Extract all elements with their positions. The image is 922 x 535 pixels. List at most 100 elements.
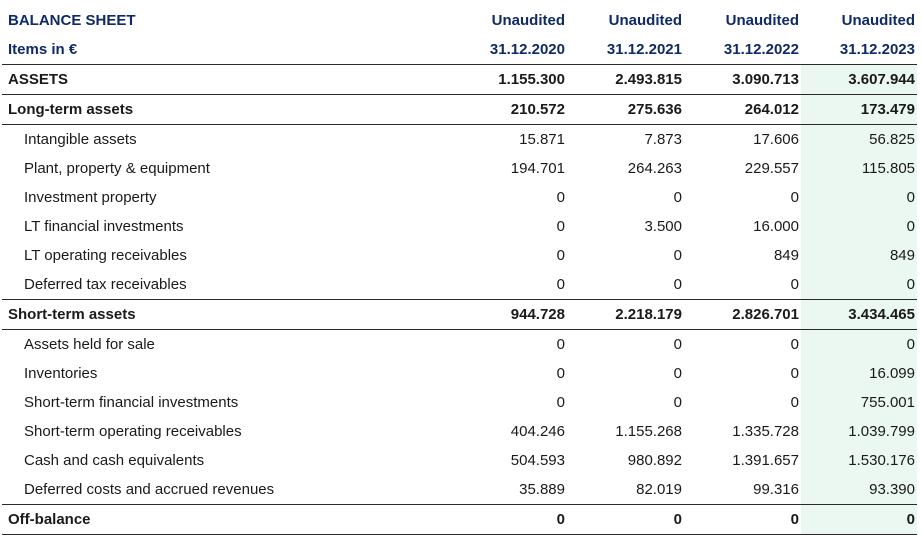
cell-value: 504.593 xyxy=(510,452,565,469)
units-label: Items in € xyxy=(8,41,78,58)
cell-value: 0 xyxy=(556,247,565,264)
cell-value: 3.500 xyxy=(644,218,682,235)
column-status: Unaudited xyxy=(491,12,565,29)
cell-value: 755.001 xyxy=(801,388,917,417)
cell-value: 1.155.268 xyxy=(615,423,682,440)
cell-value: 0 xyxy=(673,365,682,382)
cell-value: 0 xyxy=(556,365,565,382)
table-row: Short-term financial investments 0 0 0 7… xyxy=(2,388,917,417)
cell-value: 0 xyxy=(790,189,799,206)
cell-value: 1.335.728 xyxy=(732,423,799,440)
cell-value: 0 xyxy=(556,189,565,206)
cell-value: 404.246 xyxy=(510,423,565,440)
table-row: Short-term operating receivables 404.246… xyxy=(2,417,917,446)
table-row: Short-term assets 944.728 2.218.179 2.82… xyxy=(2,299,917,330)
cell-value: 210.572 xyxy=(457,94,567,125)
cell-value: 16.000 xyxy=(753,218,799,235)
row-label: Off-balance xyxy=(2,504,457,535)
table-row: LT operating receivables 0 0 849 849 xyxy=(2,241,917,270)
cell-value: 173.479 xyxy=(801,94,917,125)
row-label: Inventories xyxy=(24,365,98,382)
column-date: 31.12.2021 xyxy=(606,41,682,58)
cell-value: 1.155.300 xyxy=(457,64,567,95)
cell-value: 0 xyxy=(790,365,799,382)
cell-value: 0 xyxy=(801,183,917,212)
table-row: Off-balance 0 0 0 0 xyxy=(2,504,917,535)
row-label: Short-term operating receivables xyxy=(24,423,242,440)
row-label: LT operating receivables xyxy=(24,247,187,264)
cell-value: 849 xyxy=(773,247,799,264)
cell-value: 35.889 xyxy=(519,481,565,498)
cell-value: 0 xyxy=(673,189,682,206)
row-label: ASSETS xyxy=(2,64,457,95)
table-row: Deferred costs and accrued revenues 35.8… xyxy=(2,475,917,505)
cell-value: 15.871 xyxy=(519,131,565,148)
cell-value: 0 xyxy=(556,394,565,411)
cell-value: 0 xyxy=(673,247,682,264)
cell-value: 2.218.179 xyxy=(567,299,684,330)
cell-value: 944.728 xyxy=(457,299,567,330)
cell-value: 99.316 xyxy=(753,481,799,498)
cell-value: 17.606 xyxy=(753,131,799,148)
cell-value: 2.826.701 xyxy=(684,299,801,330)
cell-value: 0 xyxy=(790,394,799,411)
row-label: Intangible assets xyxy=(24,131,137,148)
cell-value: 0 xyxy=(673,394,682,411)
cell-value: 115.805 xyxy=(801,154,917,183)
column-status: Unaudited xyxy=(725,12,799,29)
row-label: Assets held for sale xyxy=(24,336,155,353)
cell-value: 0 xyxy=(801,270,917,300)
row-label: Deferred tax receivables xyxy=(24,276,187,293)
cell-value: 56.825 xyxy=(801,124,917,154)
cell-value: 849 xyxy=(801,241,917,270)
cell-value: 0 xyxy=(457,504,567,535)
row-label: Cash and cash equivalents xyxy=(24,452,205,469)
column-date: 31.12.2022 xyxy=(723,41,799,58)
cell-value: 0 xyxy=(790,276,799,293)
column-date: 31.12.2020 xyxy=(489,41,565,58)
cell-value: 194.701 xyxy=(510,160,565,177)
cell-value: 275.636 xyxy=(567,94,684,125)
cell-value: 0 xyxy=(801,212,917,241)
table-row: Inventories 0 0 0 16.099 xyxy=(2,359,917,388)
column-status: Unaudited xyxy=(608,12,682,29)
cell-value: 0 xyxy=(801,504,917,535)
header-row-status: BALANCE SHEET Unaudited Unaudited Unaudi… xyxy=(2,6,917,35)
cell-value: 0 xyxy=(556,218,565,235)
row-label: Plant, property & equipment xyxy=(24,160,210,177)
cell-value: 1.391.657 xyxy=(732,452,799,469)
table-row: Plant, property & equipment 194.701 264.… xyxy=(2,154,917,183)
cell-value: 980.892 xyxy=(627,452,682,469)
table-row: Long-term assets 210.572 275.636 264.012… xyxy=(2,94,917,125)
column-status: Unaudited xyxy=(801,6,917,35)
table-row: Cash and cash equivalents 504.593 980.89… xyxy=(2,446,917,475)
cell-value: 3.090.713 xyxy=(684,64,801,95)
cell-value: 264.263 xyxy=(627,160,682,177)
cell-value: 0 xyxy=(801,329,917,359)
header-row-dates: Items in € 31.12.2020 31.12.2021 31.12.2… xyxy=(2,35,917,65)
row-label: Short-term assets xyxy=(2,299,457,330)
cell-value: 1.039.799 xyxy=(801,417,917,446)
cell-value: 229.557 xyxy=(744,160,799,177)
table-row: Intangible assets 15.871 7.873 17.606 56… xyxy=(2,124,917,154)
column-date: 31.12.2023 xyxy=(801,35,917,65)
cell-value: 0 xyxy=(673,276,682,293)
table-row: LT financial investments 0 3.500 16.000 … xyxy=(2,212,917,241)
cell-value: 0 xyxy=(567,504,684,535)
row-label: Investment property xyxy=(24,189,157,206)
cell-value: 0 xyxy=(556,276,565,293)
cell-value: 0 xyxy=(673,336,682,353)
cell-value: 0 xyxy=(684,504,801,535)
balance-sheet-table: BALANCE SHEET Unaudited Unaudited Unaudi… xyxy=(2,6,917,535)
cell-value: 93.390 xyxy=(801,475,917,505)
row-label: Deferred costs and accrued revenues xyxy=(24,481,275,498)
cell-value: 1.530.176 xyxy=(801,446,917,475)
row-label: Short-term financial investments xyxy=(24,394,239,411)
cell-value: 7.873 xyxy=(644,131,682,148)
cell-value: 3.434.465 xyxy=(801,299,917,330)
cell-value: 0 xyxy=(790,336,799,353)
cell-value: 82.019 xyxy=(636,481,682,498)
row-label: Long-term assets xyxy=(2,94,457,125)
row-label: LT financial investments xyxy=(24,218,184,235)
table-row: Assets held for sale 0 0 0 0 xyxy=(2,329,917,359)
